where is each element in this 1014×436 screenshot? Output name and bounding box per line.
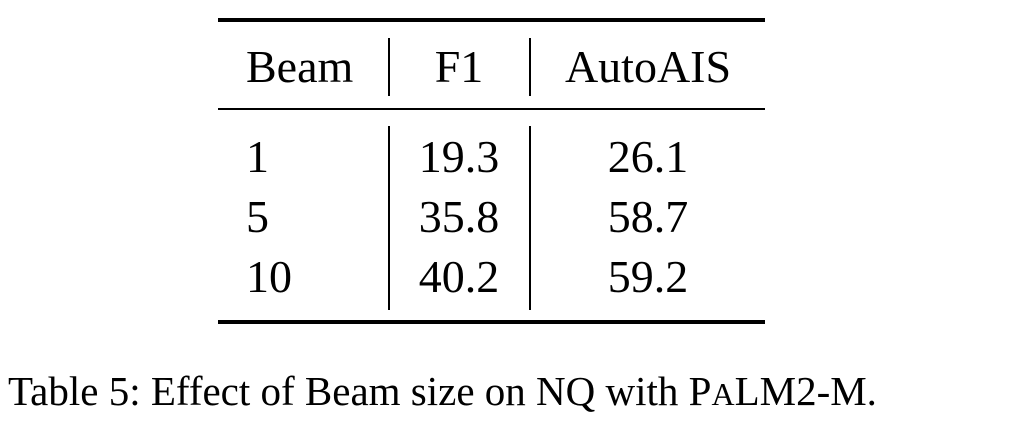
row-1-f1: 19.3	[418, 131, 500, 182]
header-beam: Beam	[246, 41, 354, 92]
row-3-f1: 40.2	[418, 251, 500, 302]
row-1-autoais: 26.1	[607, 131, 689, 182]
header-rule	[218, 108, 765, 110]
row-3-autoais: 59.2	[607, 251, 689, 302]
header-separator-1	[388, 38, 390, 96]
row-2-beam: 5	[246, 191, 269, 242]
top-rule	[218, 18, 765, 22]
caption-smallcaps: A	[711, 376, 735, 412]
header-f1: F1	[434, 41, 484, 92]
body-separator-1	[388, 126, 390, 310]
row-3-beam: 10	[246, 251, 292, 302]
caption-prefix: Table 5: Effect of Beam size on NQ with …	[8, 368, 712, 414]
row-2-f1: 35.8	[418, 191, 500, 242]
caption-suffix: LM2-M.	[734, 368, 877, 414]
bottom-rule	[218, 320, 765, 324]
header-autoais: AutoAIS	[564, 41, 732, 92]
header-separator-2	[529, 38, 531, 96]
row-2-autoais: 58.7	[607, 191, 689, 242]
row-1-beam: 1	[246, 131, 269, 182]
table-caption: Table 5: Effect of Beam size on NQ with …	[8, 368, 877, 417]
body-separator-2	[529, 126, 531, 310]
